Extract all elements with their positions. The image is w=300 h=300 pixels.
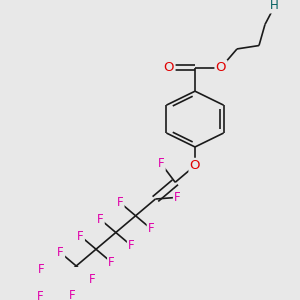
Text: F: F <box>174 191 181 204</box>
Text: F: F <box>108 256 115 269</box>
Text: F: F <box>97 213 104 226</box>
Text: O: O <box>216 61 226 74</box>
Text: F: F <box>158 157 164 170</box>
Text: F: F <box>37 290 44 300</box>
Text: F: F <box>38 263 44 276</box>
Text: H: H <box>270 0 278 12</box>
Text: F: F <box>88 273 95 286</box>
Text: F: F <box>69 289 75 300</box>
Text: F: F <box>148 222 154 236</box>
Text: O: O <box>190 159 200 172</box>
Text: F: F <box>117 196 123 209</box>
Text: F: F <box>57 246 64 259</box>
Text: F: F <box>77 230 84 243</box>
Text: O: O <box>164 61 174 74</box>
Text: F: F <box>128 239 135 252</box>
